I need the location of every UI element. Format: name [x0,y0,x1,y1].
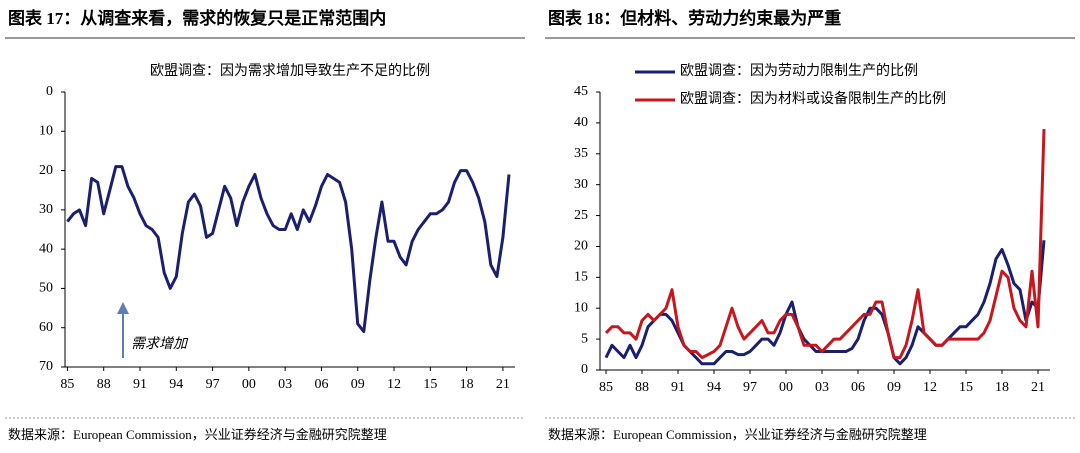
series-line [604,129,1046,360]
x-tick-label: 88 [97,377,111,392]
legend-label: 欧盟调查：因为劳动力限制生产的比例 [680,63,918,79]
source: 数据来源：European Commission，兴业证券经济与金融研究院整理 [548,427,927,442]
x-tick-label: 06 [851,380,865,395]
series-line [604,240,1046,366]
x-tick-label: 85 [60,377,74,392]
x-tick-label: 09 [351,377,365,392]
x-tick-label: 97 [206,377,220,392]
figure-title: 图表 18：但材料、劳动力约束最为严重 [548,8,841,28]
y-tick-label: 15 [574,270,588,285]
x-tick-label: 06 [314,377,328,392]
annotation-arrowhead [117,302,129,314]
x-tick-label: 94 [707,380,721,395]
x-tick-label: 94 [169,377,183,392]
chart-title: 欧盟调查：因为需求增加导致生产不足的比例 [150,63,430,79]
y-tick-label: 50 [39,281,53,296]
figure-title: 图表 17：从调查来看，需求的恢复只是正常范围内 [8,8,386,28]
y-tick-label: 20 [39,163,53,178]
x-tick-label: 91 [671,380,685,395]
x-tick-label: 85 [599,380,613,395]
y-tick-label: 25 [574,208,588,223]
x-tick-label: 18 [460,377,474,392]
y-tick-label: 45 [574,84,588,99]
x-tick-label: 88 [635,380,649,395]
x-tick-label: 97 [743,380,757,395]
source: 数据来源：European Commission，兴业证券经济与金融研究院整理 [8,427,387,442]
x-tick-label: 03 [278,377,292,392]
x-tick-label: 03 [815,380,829,395]
x-tick-label: 18 [995,380,1009,395]
annotation: 需求增加 [131,336,189,352]
y-tick-label: 20 [574,239,588,254]
y-tick-label: 35 [574,146,588,161]
series-line [66,165,511,334]
x-tick-label: 12 [923,380,937,395]
x-tick-label: 15 [423,377,437,392]
x-tick-label: 15 [959,380,973,395]
y-tick-label: 30 [574,177,588,192]
x-tick-label: 00 [242,377,256,392]
y-tick-label: 0 [46,84,53,99]
y-tick-label: 10 [574,300,588,315]
y-tick-label: 0 [581,362,588,377]
y-tick-label: 30 [39,202,53,217]
x-tick-label: 09 [887,380,901,395]
x-tick-label: 91 [133,377,147,392]
y-tick-label: 70 [39,359,53,374]
y-tick-label: 5 [581,331,588,346]
x-tick-label: 00 [779,380,793,395]
legend-label: 欧盟调查：因为材料或设备限制生产的比例 [680,90,946,107]
y-tick-label: 40 [574,115,588,130]
x-tick-label: 21 [1031,380,1045,395]
x-tick-label: 12 [387,377,401,392]
y-tick-label: 40 [39,241,53,256]
y-tick-label: 10 [39,124,53,139]
y-tick-label: 60 [39,320,53,335]
x-tick-label: 21 [496,377,510,392]
